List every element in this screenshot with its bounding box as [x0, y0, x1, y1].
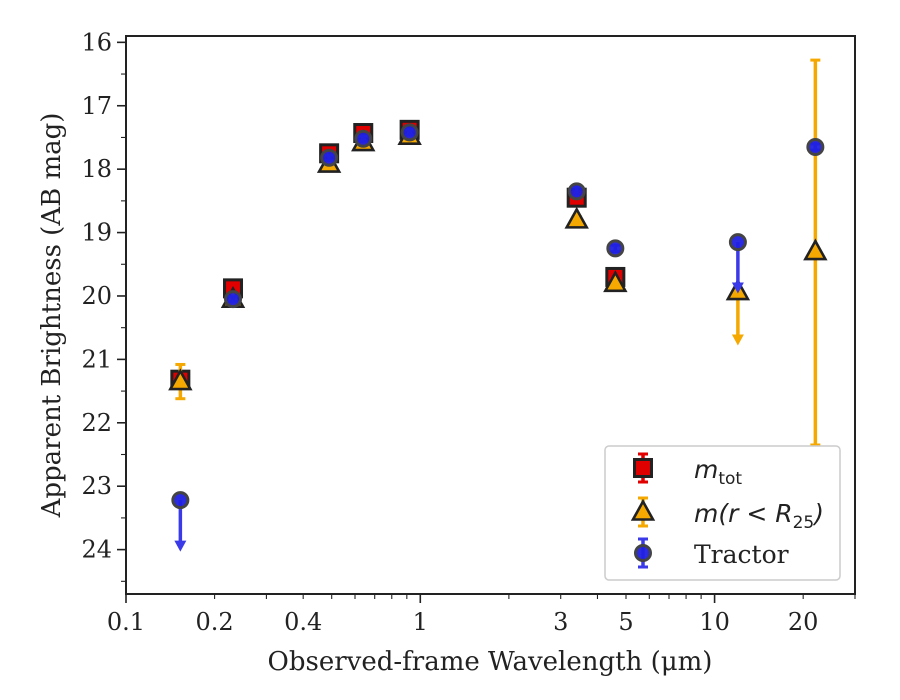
tractor-point: [567, 182, 586, 201]
y-axis-label: Apparent Brightness (AB mag): [37, 113, 67, 519]
x-tick-label: 1: [413, 608, 428, 636]
plot-frame: [125, 35, 856, 595]
y-tick-label: 21: [81, 345, 112, 373]
y-tick-label: 22: [81, 409, 112, 437]
y-tick-label: 17: [81, 92, 112, 120]
mr25-point: [803, 238, 828, 261]
mr25-point: [168, 368, 193, 391]
tractor-point: [354, 129, 373, 148]
y-tick-label: 16: [81, 28, 112, 56]
legend-box: [604, 445, 841, 581]
x-tick-label: 0.4: [284, 608, 322, 636]
x-tick-label: 0.2: [196, 608, 234, 636]
y-axis-ticks: 16 17 18 19 20 21 22 23 24: [81, 28, 126, 582]
tractor-point: [171, 491, 190, 510]
tractor-point: [400, 123, 419, 142]
legend-label-tractor: Tractor: [694, 540, 789, 569]
mr25-point: [564, 206, 589, 229]
tractor-point: [806, 137, 825, 156]
x-axis-label: Observed-frame Wavelength (μm): [268, 647, 713, 677]
legend-tractor-marker: [634, 544, 652, 562]
x-tick-label: 0.1: [107, 608, 145, 636]
tractor-limit-arrow: [731, 282, 744, 294]
tractor-point: [320, 148, 339, 167]
legend-mr25-main: m(r < R: [694, 499, 793, 528]
data-marks: [168, 58, 828, 552]
y-tick-label: 18: [81, 155, 112, 183]
legend-label-mtot: mtot: [694, 455, 742, 489]
legend-mr25-marker: [630, 498, 656, 521]
y-tick-label: 19: [81, 219, 112, 247]
tractor-point: [728, 233, 747, 252]
x-tick-label: 20: [788, 608, 819, 636]
tractor-point: [224, 290, 243, 309]
legend-label-mr25: m(r < R25): [694, 499, 824, 533]
x-tick-label: 5: [618, 608, 633, 636]
y-tick-label: 23: [81, 472, 112, 500]
mr25-limit-arrow: [731, 334, 744, 346]
legend-markers: [630, 452, 656, 569]
legend-mr25-sub: 25: [793, 513, 815, 533]
legend-mtot-sub: tot: [718, 469, 742, 489]
x-axis-ticks: 0.1 0.2 0.4 1 3 5 10 20: [107, 594, 856, 636]
mr25-point: [603, 270, 628, 293]
legend-mr25-tail: ): [812, 499, 824, 528]
y-tick-label: 24: [81, 536, 112, 564]
x-tick-label: 10: [699, 608, 730, 636]
legend: mtot m(r < R25) Tractor: [604, 445, 841, 581]
tractor-point: [606, 239, 625, 258]
legend-mtot-marker: [633, 458, 653, 478]
y-tick-label: 20: [81, 282, 112, 310]
series-tractor: [171, 123, 825, 552]
tractor-limit-arrow: [174, 540, 187, 552]
x-tick-label: 3: [553, 608, 568, 636]
legend-mtot-main: m: [694, 455, 718, 484]
